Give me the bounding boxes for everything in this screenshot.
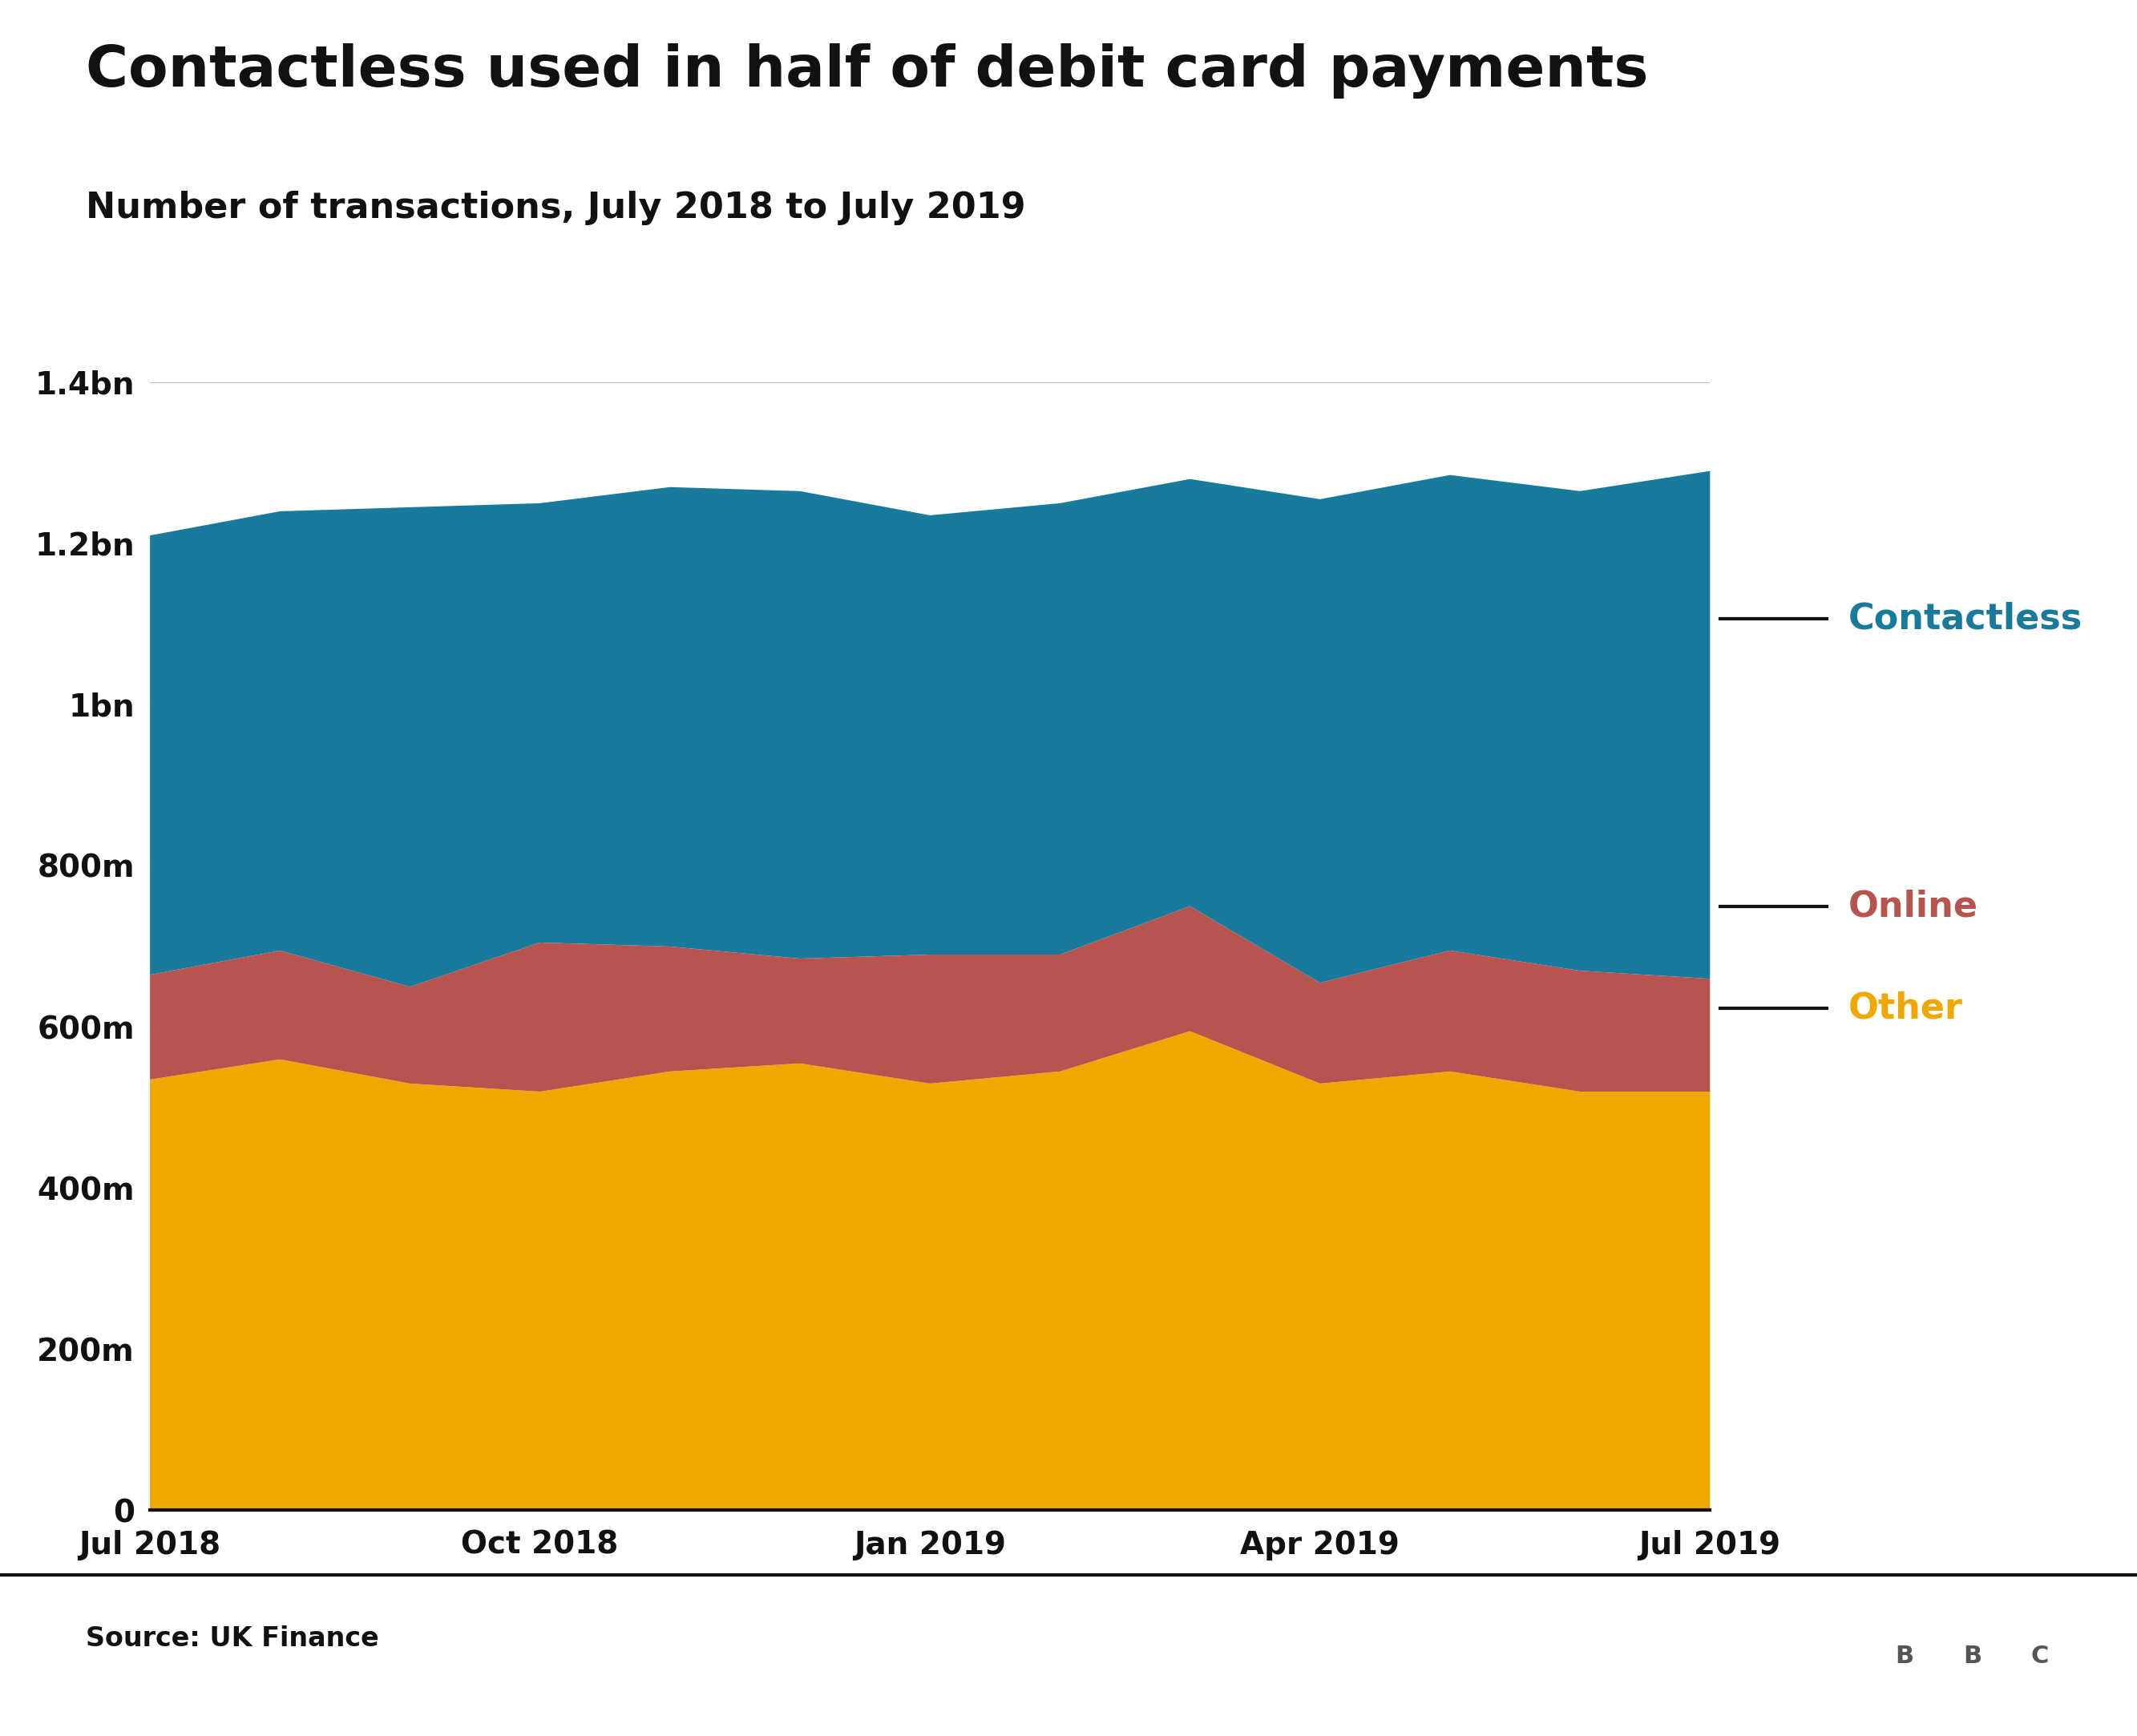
Text: Number of transactions, July 2018 to July 2019: Number of transactions, July 2018 to Jul… <box>85 191 1026 226</box>
FancyBboxPatch shape <box>1945 1608 2000 1705</box>
Text: Contactless: Contactless <box>1849 602 2084 635</box>
Text: B: B <box>1964 1644 1981 1668</box>
Text: Contactless used in half of debit card payments: Contactless used in half of debit card p… <box>85 43 1648 99</box>
Text: Source: UK Finance: Source: UK Finance <box>85 1625 378 1653</box>
FancyBboxPatch shape <box>2011 1608 2069 1705</box>
Text: C: C <box>2030 1644 2049 1668</box>
Text: Other: Other <box>1849 991 1964 1026</box>
FancyBboxPatch shape <box>1876 1608 1932 1705</box>
Text: Online: Online <box>1849 889 1979 924</box>
Text: B: B <box>1896 1644 1915 1668</box>
